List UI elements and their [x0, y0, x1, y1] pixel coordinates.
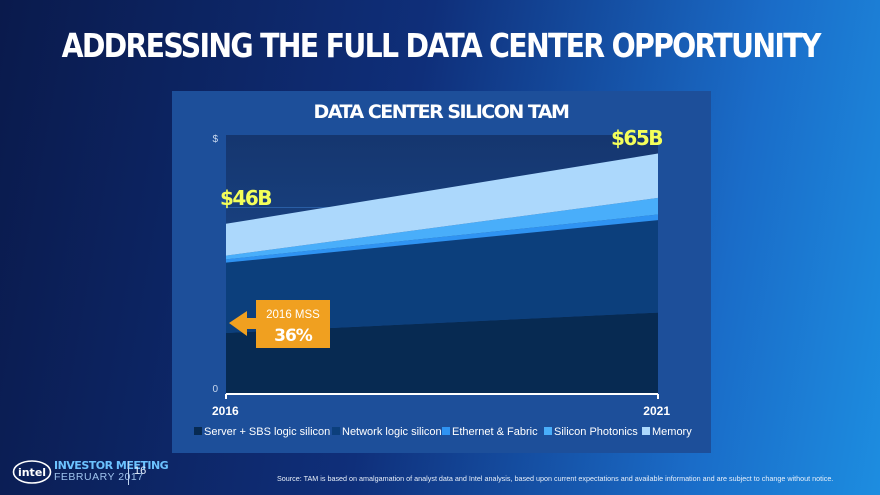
legend-label-ethernet-fabric: Ethernet & Fabric	[452, 426, 538, 438]
legend-swatch-server-sbs-logic-silicon	[194, 427, 202, 435]
slide-title: ADDRESSING THE FULL DATA CENTER OPPORTUN…	[61, 26, 822, 65]
y-label-top: $	[212, 134, 218, 145]
legend-label-server-sbs-logic-silicon: Server + SBS logic silicon	[204, 426, 330, 438]
legend-label-silicon-photonics: Silicon Photonics	[554, 426, 638, 438]
source-note: Source: TAM is based on amalgamation of …	[277, 474, 834, 483]
area-network-logic-silicon	[226, 220, 658, 333]
legend-swatch-network-logic-silicon	[332, 427, 340, 435]
legend-label-network-logic-silicon: Network logic silicon	[342, 426, 442, 438]
legend-swatch-silicon-photonics	[544, 427, 552, 435]
y-label-zero: 0	[212, 384, 218, 395]
mss-callout-label: 2016 MSS	[266, 309, 320, 321]
mss-callout-box	[256, 300, 330, 348]
x-label-2016: 2016	[212, 404, 239, 418]
area-silicon-photonics	[226, 197, 658, 260]
svg-text:intel: intel	[18, 466, 46, 479]
legend-swatch-memory	[642, 427, 650, 435]
page-number: 16	[134, 465, 147, 477]
x-label-2021: 2021	[643, 404, 670, 418]
legend-swatch-ethernet-fabric	[442, 427, 450, 435]
chart-panel: DATA CENTER SILICON TAM $0 2016 2021 $46B $65…	[172, 91, 711, 453]
tam-area-chart: DATA CENTER SILICON TAM $0 2016 2021 $46B $65…	[194, 101, 692, 438]
footer-event-name: INVESTOR MEETING	[54, 459, 169, 472]
footer-event-date: FEBRUARY 2017	[54, 471, 144, 483]
mss-callout-value: 36%	[274, 326, 313, 346]
footer-divider	[128, 461, 129, 485]
intel-logo: intel	[12, 459, 52, 490]
mss-arrow-icon	[229, 311, 256, 336]
total-label-2021: $65B	[611, 126, 662, 150]
area-memory	[226, 153, 658, 256]
area-ethernet-fabric	[226, 214, 658, 263]
legend-label-memory: Memory	[652, 426, 692, 438]
area-server-sbs-logic-silicon	[226, 312, 658, 394]
chart-title: DATA CENTER SILICON TAM	[314, 101, 570, 123]
total-label-2016: $46B	[220, 186, 271, 210]
